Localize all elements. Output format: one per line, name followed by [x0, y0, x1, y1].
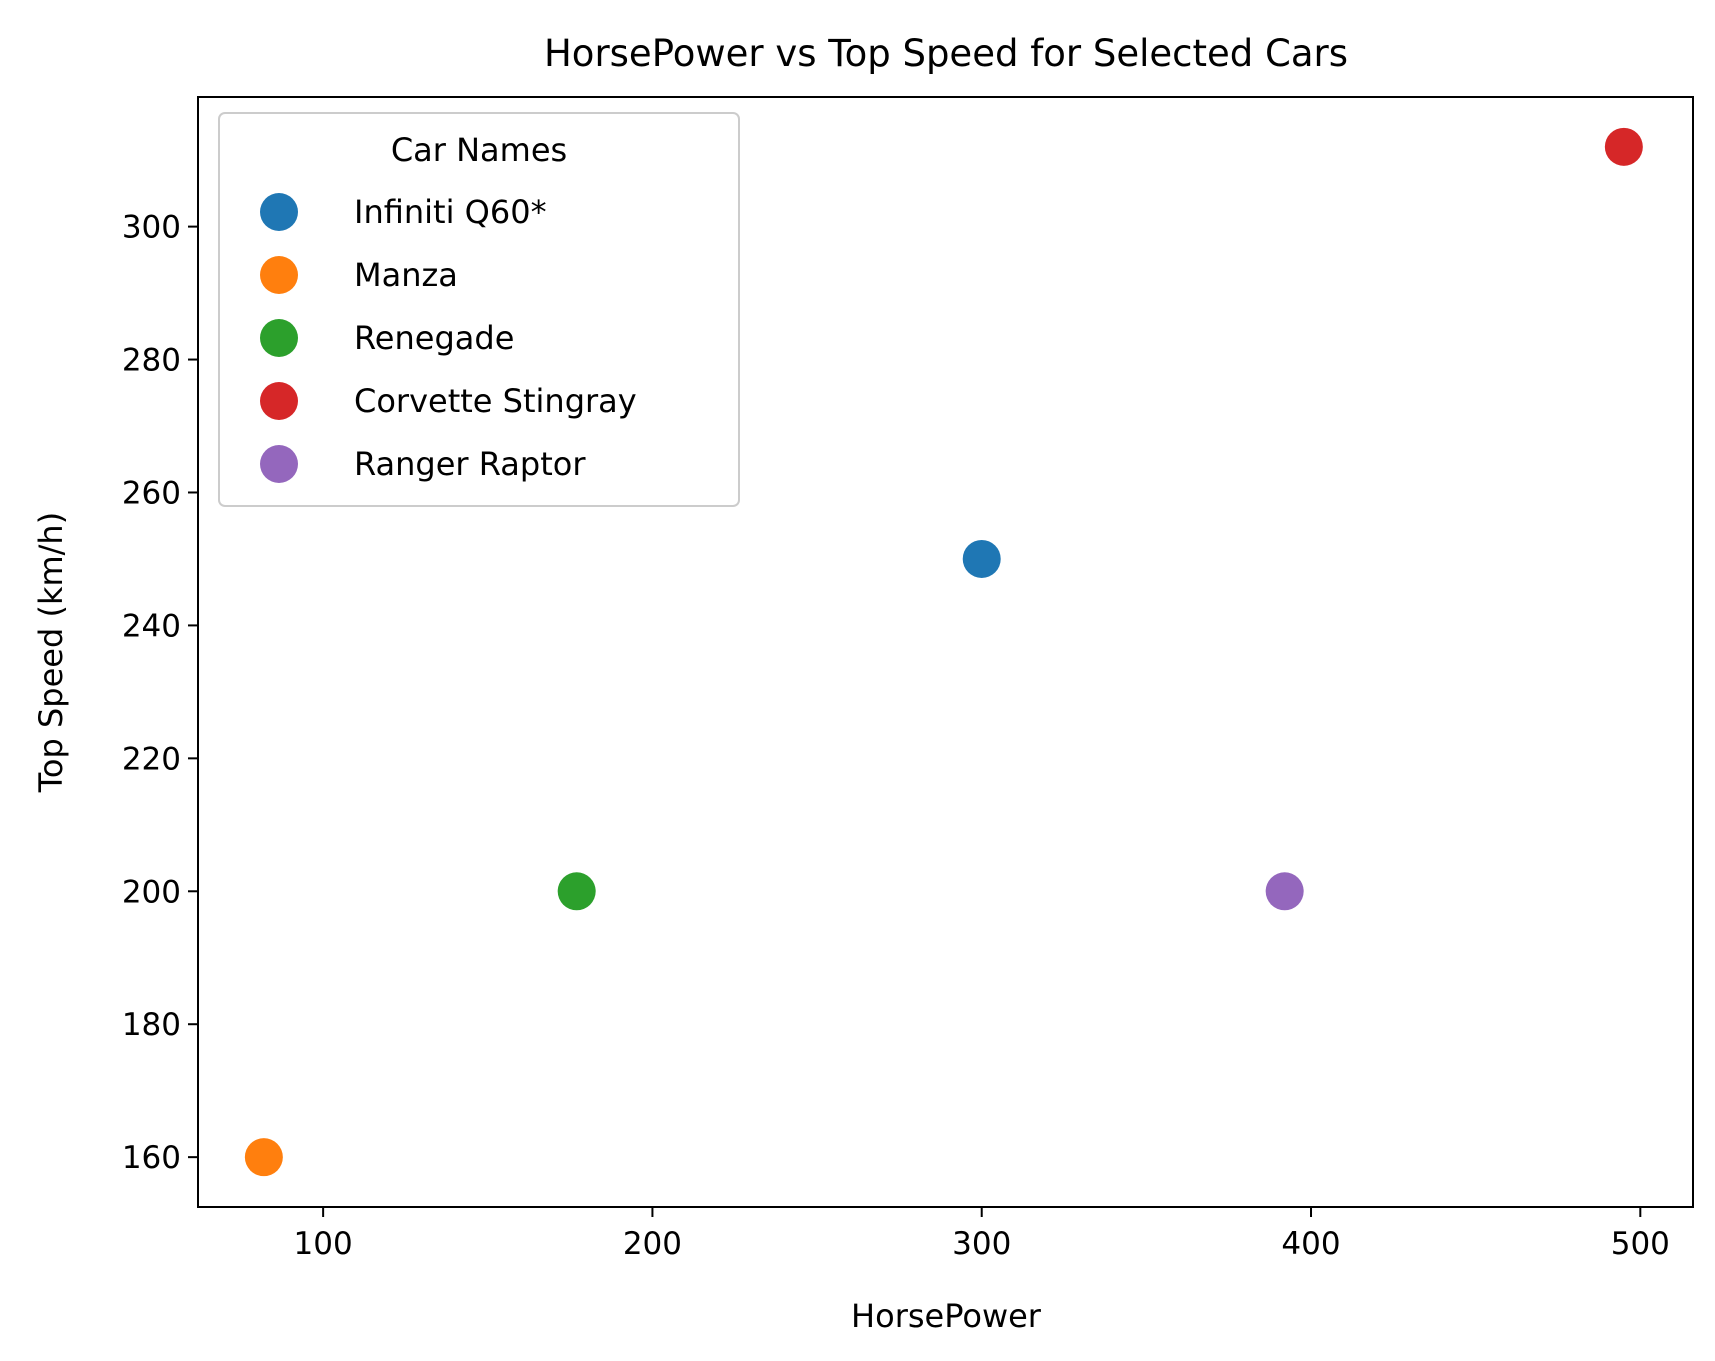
legend-marker-ranger-raptor [260, 445, 298, 483]
x-axis-label: HorsePower [851, 1297, 1042, 1335]
x-tick-label: 500 [1611, 1226, 1670, 1262]
legend-marker-manza [260, 256, 298, 294]
y-tick-label: 260 [122, 475, 181, 511]
y-tick-label: 160 [122, 1140, 181, 1176]
data-point-manza [244, 1138, 283, 1177]
y-tick-label: 200 [122, 874, 181, 910]
legend-label-infiniti-q60: Infiniti Q60* [354, 193, 547, 231]
x-tick-label: 100 [294, 1226, 353, 1262]
legend-label-renegade: Renegade [354, 319, 514, 357]
legend-marker-renegade [260, 319, 298, 357]
y-tick-label: 240 [122, 608, 181, 644]
y-tick-label: 220 [122, 741, 181, 777]
x-tick-label: 200 [623, 1226, 682, 1262]
chart-title: HorsePower vs Top Speed for Selected Car… [544, 32, 1348, 75]
legend-label-manza: Manza [354, 256, 458, 294]
y-tick-label: 180 [122, 1007, 181, 1043]
legend: Car Names Infiniti Q60* Manza Renegade Corv… [218, 112, 740, 507]
axis-ticks: 100 200 300 400 500 160 180 200 220 240 260 280 300 [122, 210, 1670, 1262]
legend-box [218, 112, 740, 507]
data-point-ranger-raptor [1265, 872, 1304, 911]
x-tick-label: 400 [1281, 1226, 1340, 1262]
x-tick-label: 300 [952, 1226, 1011, 1262]
legend-title: Car Names [391, 131, 567, 169]
y-tick-label: 300 [122, 210, 181, 246]
data-point-infiniti-q60 [962, 539, 1001, 578]
legend-label-corvette-stingray: Corvette Stingray [354, 382, 637, 420]
plot-frame [197, 96, 1694, 1208]
y-tick-label: 280 [122, 343, 181, 379]
plot-area [244, 127, 1643, 1177]
y-axis-label: Top Speed (km/h) [32, 512, 70, 793]
legend-marker-corvette-stingray [260, 382, 298, 420]
data-point-corvette-stingray [1604, 127, 1643, 166]
data-point-renegade [557, 872, 596, 911]
legend-marker-infiniti-q60 [260, 193, 298, 231]
legend-entries: Infiniti Q60* Manza Renegade Corvette Sting… [260, 193, 637, 483]
legend-label-ranger-raptor: Ranger Raptor [354, 445, 586, 483]
